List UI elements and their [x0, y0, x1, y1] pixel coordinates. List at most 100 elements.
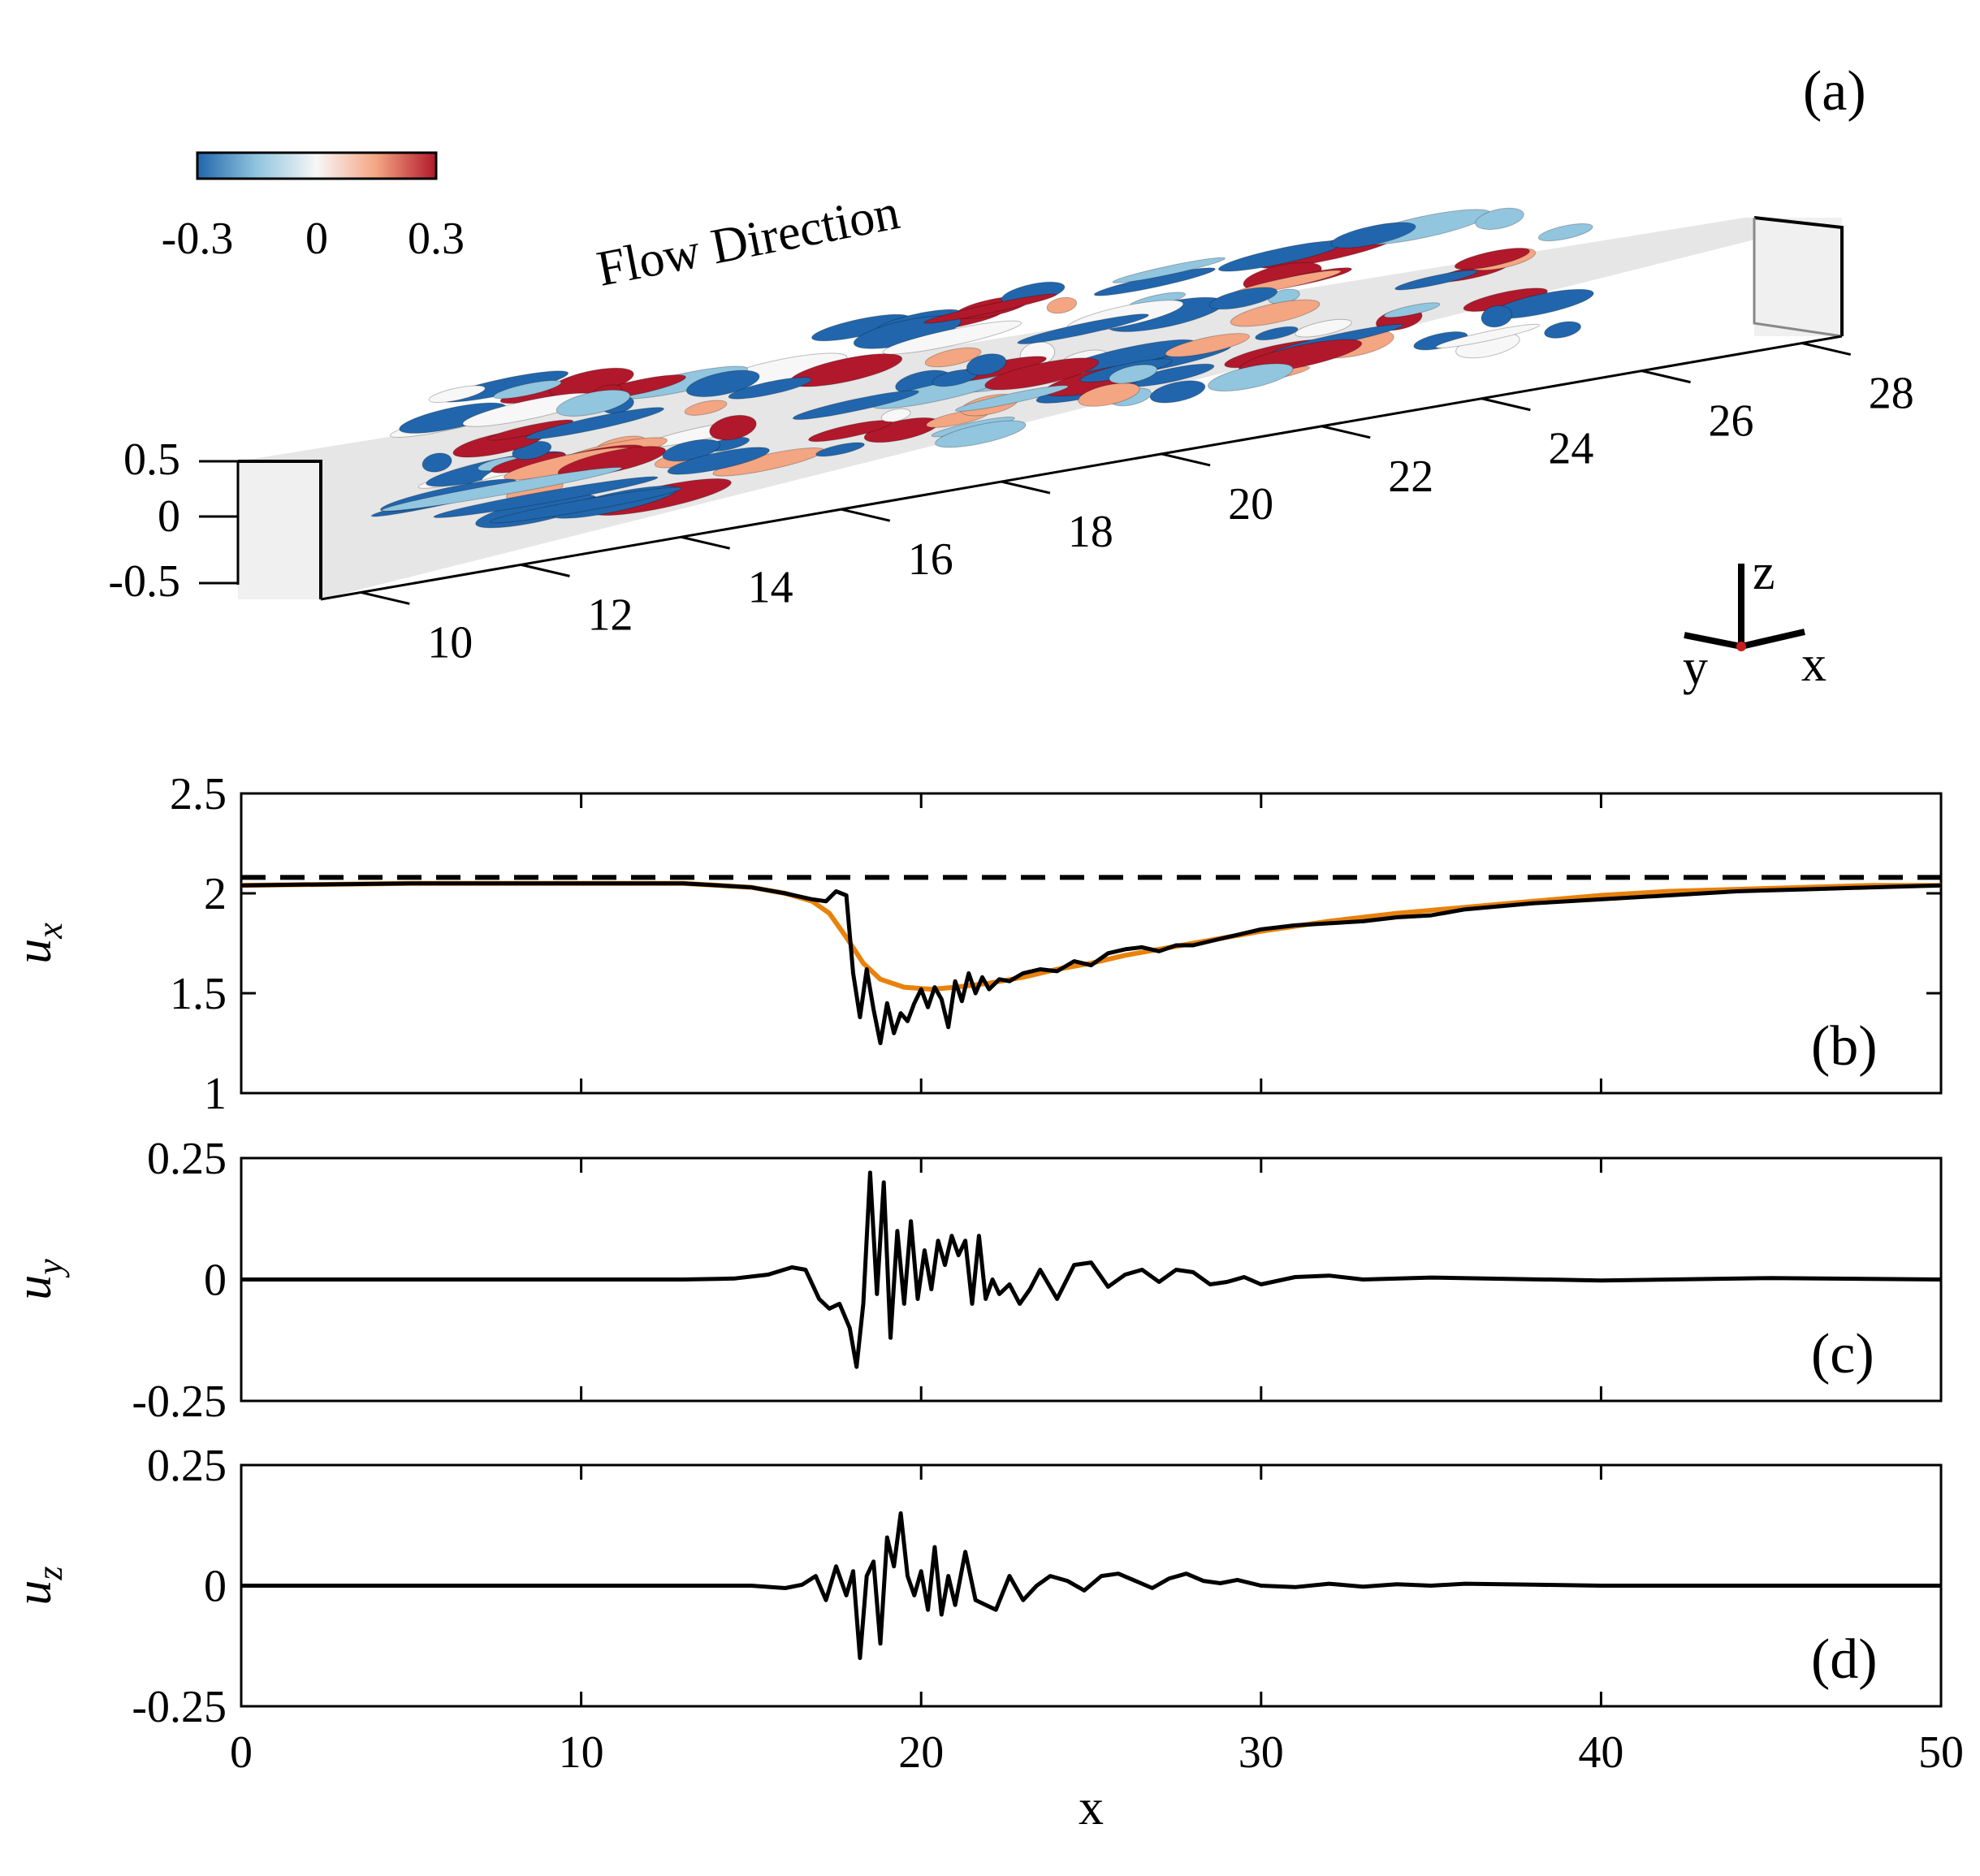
triad-origin [1736, 642, 1746, 651]
x3d-tick-label-22: 22 [1388, 452, 1433, 502]
outlet-face [1754, 218, 1842, 336]
x3d-ticks: 10 12 14 16 18 20 22 24 26 28 [360, 342, 1914, 668]
vortex-structure [684, 400, 728, 416]
vortex-structure [815, 442, 865, 457]
vortex-structure [685, 370, 760, 398]
y-tick-label-c: 0 [204, 1256, 227, 1306]
vortex-structure [1330, 222, 1416, 249]
y-tick-label-b: 1 [204, 1069, 227, 1119]
y-axis-label-c: uy [6, 1259, 70, 1300]
x-axis-label: x [1079, 1780, 1104, 1835]
vortex-streak [489, 486, 682, 524]
x-tick-label: 0 [230, 1727, 253, 1778]
plot-frame-b [240, 792, 1943, 1095]
panel-label-b: (b) [1811, 1015, 1878, 1078]
triad-y-line [1684, 632, 1742, 650]
vortex-structures [370, 207, 1594, 529]
vortex-structure [1475, 207, 1524, 230]
flow-direction-label: Flow Direction [593, 184, 904, 297]
z3d-tick-label-bottom: -0.5 [108, 556, 180, 607]
x3d-tick-10 [360, 591, 410, 605]
colorbar-tick-min: -0.3 [162, 214, 234, 264]
x3d-tick-16 [841, 508, 891, 522]
vortex-structure [1230, 299, 1321, 327]
panel-label-d: (d) [1811, 1628, 1878, 1691]
vortex-structure [493, 380, 562, 400]
vortex-structure [1112, 257, 1226, 283]
x3d-tick-26 [1641, 370, 1691, 384]
x-tick-label: 30 [1239, 1727, 1284, 1778]
y-tick-label-b: 1.5 [170, 969, 227, 1019]
series-line-d-0 [241, 1511, 1941, 1661]
vortex-structure [1255, 326, 1299, 341]
vortex-structure [1435, 323, 1541, 348]
x3d-tick-label-12: 12 [587, 590, 633, 640]
panel-a: -0.3 0 0.3 Flow Direction (a) 10 12 14 16 18… [108, 60, 1913, 695]
panel-c-uy: 0.25 0 -0.25 uy (c) [6, 1134, 1943, 1427]
inlet-frame [238, 460, 322, 599]
outlet-frame [1753, 216, 1844, 336]
x-tick-label: 40 [1578, 1727, 1623, 1778]
vortex-structure [709, 414, 757, 441]
triad-label-z: z [1753, 545, 1775, 600]
vortex-structure [1208, 287, 1278, 310]
y-tick-label-d: -0.25 [132, 1682, 227, 1732]
x3d-tick-label-20: 20 [1228, 479, 1273, 530]
vortex-structure [954, 385, 1069, 412]
vortex-structure [1109, 364, 1158, 384]
z3d-tick-label-mid: 0 [158, 491, 180, 542]
vortex-streak [381, 466, 623, 512]
colorbar-tick-mid: 0 [305, 214, 328, 264]
vortex-structure [428, 385, 486, 404]
vortex-structure [556, 389, 631, 417]
vortex-structure [667, 447, 770, 475]
triad-label-y: y [1683, 640, 1708, 695]
vortex-structure [1544, 321, 1581, 339]
vortex-structure [1046, 296, 1078, 314]
x3d-tick-12 [521, 563, 570, 577]
x3d-tick-18 [1001, 480, 1051, 495]
x3d-tick-label-16: 16 [908, 534, 953, 585]
x3d-tick-label-18: 18 [1068, 507, 1113, 557]
vortex-structure [1165, 333, 1250, 357]
z3d-tick-label-top: 0.5 [123, 434, 180, 485]
y-tick-label-c: 0.25 [147, 1134, 227, 1184]
x3d-tick-22 [1321, 425, 1371, 439]
vortex-structure [1537, 223, 1593, 242]
x3d-tick-label-28: 28 [1869, 369, 1914, 419]
vortex-structure [1078, 383, 1140, 407]
x3d-tick-label-26: 26 [1709, 396, 1754, 447]
vortex-structure [525, 407, 664, 440]
colorbar [196, 151, 438, 180]
vortex-structure [557, 446, 667, 478]
x3d-tick-label-24: 24 [1548, 424, 1593, 474]
x-tick-label: 50 [1918, 1727, 1964, 1778]
triad-x-line [1740, 629, 1805, 650]
y-axis-label-b: ux [6, 923, 70, 964]
colorbar-tick-max: 0.3 [408, 214, 465, 264]
x3d-tick-label-10: 10 [427, 617, 473, 668]
triad-label-x: x [1801, 637, 1827, 692]
vortex-structure [880, 408, 911, 422]
y-tick-label-b: 2 [204, 869, 227, 919]
y-tick-label-c: -0.25 [132, 1377, 227, 1427]
x3d-tick-28 [1801, 342, 1852, 356]
vortex-structure [923, 293, 1057, 324]
x3d-axis-line [320, 335, 1843, 601]
vortex-structure [422, 452, 452, 473]
vortex-streak [433, 476, 659, 518]
outlet-frame-edge [1753, 218, 1843, 338]
vortex-structure [792, 390, 919, 421]
axis-triad: z y x [1683, 545, 1827, 695]
x-tick-label: 20 [898, 1727, 944, 1778]
channel-back-wall-left [238, 461, 321, 599]
series-line-b-1 [240, 881, 1942, 1045]
y-tick-label-b: 2.5 [170, 769, 227, 819]
vortex-structure [1454, 248, 1530, 270]
vortex-structure [1481, 305, 1513, 328]
series-line-c-0 [241, 1170, 1942, 1369]
x3d-tick-14 [681, 535, 730, 550]
y-tick-label-d: 0 [204, 1562, 227, 1612]
y-axis-label-d: uz [6, 1566, 70, 1605]
